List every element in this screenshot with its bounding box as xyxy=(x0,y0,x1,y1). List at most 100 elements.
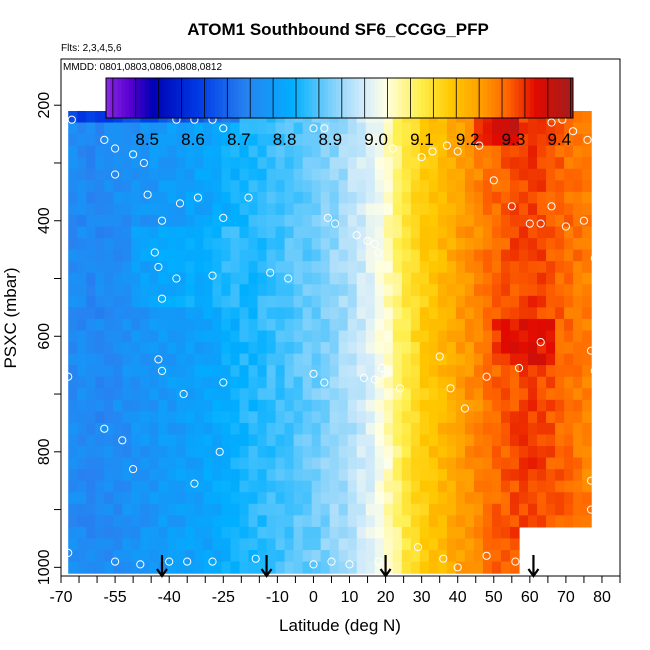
heatmap-cell xyxy=(95,284,105,297)
heatmap-cell xyxy=(221,284,232,297)
heatmap-cell xyxy=(510,342,520,355)
sample-point xyxy=(251,554,260,563)
heatmap-cell xyxy=(275,388,286,401)
heatmap-cell xyxy=(149,168,159,181)
heatmap-cell xyxy=(546,330,556,343)
heatmap-cell xyxy=(104,411,114,424)
heatmap-cell xyxy=(275,365,286,378)
sample-point xyxy=(590,366,599,375)
colorbar-tick-label: 9.3 xyxy=(502,130,526,149)
heatmap-cell xyxy=(347,191,358,205)
heatmap-cell xyxy=(176,249,187,262)
heatmap-cell xyxy=(257,388,268,401)
heatmap-cell xyxy=(582,399,592,412)
heatmap-cell xyxy=(275,446,286,459)
colorbar-segment xyxy=(561,78,566,118)
heatmap-cell xyxy=(131,550,141,563)
heatmap-cell xyxy=(537,122,547,135)
heatmap-cell xyxy=(473,422,484,436)
heatmap-cell xyxy=(437,307,448,320)
heatmap-cell xyxy=(230,214,241,228)
heatmap-cell xyxy=(392,134,403,147)
heatmap-cell xyxy=(302,469,313,482)
heatmap-cell xyxy=(464,272,475,285)
heatmap-cell xyxy=(446,214,457,228)
heatmap-cell xyxy=(383,503,394,516)
heatmap-cell xyxy=(131,561,141,574)
heatmap-cell xyxy=(455,480,466,493)
heatmap-cell xyxy=(546,157,556,170)
heatmap-cell xyxy=(419,261,430,274)
heatmap-cell xyxy=(464,226,475,239)
heatmap-cell xyxy=(185,284,196,297)
heatmap-cell xyxy=(582,157,592,170)
heatmap-cell xyxy=(140,180,150,193)
colorbar-segment xyxy=(440,78,445,118)
heatmap-cell xyxy=(239,318,250,332)
heatmap-cell xyxy=(104,180,114,193)
heatmap-cell xyxy=(428,295,439,308)
heatmap-cell xyxy=(573,411,583,424)
heatmap-cell xyxy=(374,469,385,482)
heatmap-cell xyxy=(275,180,286,193)
heatmap-cell xyxy=(122,365,132,378)
heatmap-cell xyxy=(482,422,493,436)
heatmap-cell xyxy=(519,330,529,343)
heatmap-cell xyxy=(365,399,376,412)
heatmap-cell xyxy=(446,469,457,482)
heatmap-cell xyxy=(95,526,105,540)
heatmap-cell xyxy=(293,157,304,170)
sample-point xyxy=(193,193,203,202)
heatmap-cell xyxy=(86,318,96,332)
heatmap-cell xyxy=(473,214,484,228)
heatmap-cell xyxy=(537,492,547,505)
heatmap-cell xyxy=(374,422,385,436)
heatmap-cell xyxy=(392,122,403,135)
heatmap-cell xyxy=(302,422,313,436)
heatmap-cell xyxy=(510,191,520,205)
heatmap-cell xyxy=(410,446,421,459)
heatmap-cell xyxy=(95,399,105,412)
colorbar-segment xyxy=(355,78,360,118)
heatmap-cell xyxy=(500,180,511,193)
heatmap-cell xyxy=(347,446,358,459)
heatmap-cell xyxy=(293,515,304,528)
heatmap-cell xyxy=(275,307,286,320)
heatmap-cell xyxy=(482,180,493,193)
heatmap-cell xyxy=(419,388,430,401)
heatmap-cell xyxy=(104,376,114,389)
heatmap-cell xyxy=(419,203,430,216)
heatmap-cell xyxy=(176,122,187,135)
heatmap-cell xyxy=(446,434,457,447)
heatmap-cell xyxy=(510,388,520,401)
heatmap-cell xyxy=(239,145,250,158)
x-tick-label: 10 xyxy=(341,589,359,606)
heatmap-cell xyxy=(140,168,150,181)
heatmap-cell xyxy=(500,191,511,205)
heatmap-cell xyxy=(221,272,232,285)
heatmap-cell xyxy=(68,191,78,205)
heatmap-cell xyxy=(365,191,376,205)
heatmap-cell xyxy=(383,249,394,262)
heatmap-cell xyxy=(437,492,448,505)
heatmap-cell xyxy=(113,492,123,505)
heatmap-cell xyxy=(528,376,538,389)
heatmap-cell xyxy=(347,295,358,308)
heatmap-cell xyxy=(284,295,295,308)
heatmap-cell xyxy=(221,561,232,574)
heatmap-cell xyxy=(510,411,520,424)
heatmap-cell xyxy=(140,249,150,262)
heatmap-cell xyxy=(221,145,232,158)
heatmap-cell xyxy=(383,180,394,193)
colorbar-segment xyxy=(176,78,181,118)
heatmap-cell xyxy=(401,353,412,366)
heatmap-cell xyxy=(338,203,349,216)
heatmap-cell xyxy=(257,295,268,308)
sample-point xyxy=(381,369,390,378)
heatmap-cell xyxy=(131,330,141,343)
x-tick-label: 60 xyxy=(521,589,539,606)
heatmap-cell xyxy=(248,388,259,401)
heatmap-cell xyxy=(230,284,241,297)
heatmap-cell xyxy=(113,538,123,551)
heatmap-cell xyxy=(86,353,96,366)
